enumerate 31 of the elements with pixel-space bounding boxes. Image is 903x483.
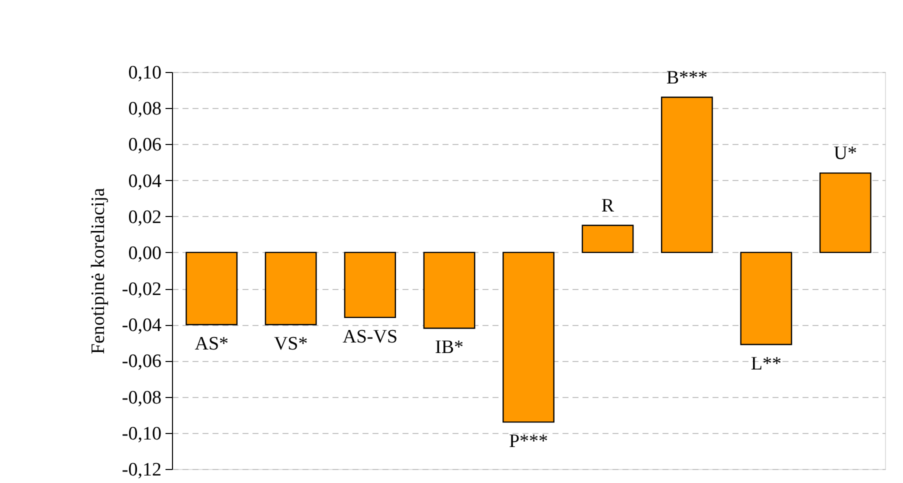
y-tick-label: 0,10: [128, 62, 162, 84]
y-tick-label: -0,06: [122, 351, 162, 372]
y-tick-label: -0,08: [122, 387, 162, 408]
bar: [502, 252, 554, 423]
bar: [186, 252, 238, 326]
bar: [582, 224, 634, 254]
x-tick-label: R: [601, 195, 614, 216]
x-tick-label: AS-VS: [342, 326, 398, 348]
x-tick-label: P***: [508, 431, 548, 452]
bar: [660, 96, 713, 254]
bar: [819, 172, 872, 254]
y-tick-label: -0,02: [122, 279, 162, 300]
x-tick-label: AS*: [194, 334, 229, 355]
bar: [344, 252, 396, 318]
bar: [264, 252, 317, 326]
x-tick-label: L**: [750, 353, 782, 374]
y-tick-label: 0,06: [128, 134, 162, 156]
y-tick-label: 0,00: [128, 242, 162, 264]
y-tick-label: -0,04: [122, 315, 162, 336]
x-tick-label: U*: [834, 143, 858, 164]
bar: [740, 252, 792, 346]
x-tick-label: VS*: [274, 334, 308, 355]
y-tick-label: -0,10: [122, 423, 162, 444]
y-tick-label: 0,08: [128, 98, 162, 120]
y-axis-title: Fenotipinė koreliacija: [88, 187, 109, 354]
y-tick-label: 0,02: [128, 206, 162, 228]
bar: [423, 252, 476, 329]
y-tick-label: 0,04: [128, 170, 162, 192]
x-tick-label: B***: [666, 67, 708, 88]
x-tick-label: IB*: [435, 337, 464, 358]
y-tick-label: -0,12: [122, 460, 162, 480]
